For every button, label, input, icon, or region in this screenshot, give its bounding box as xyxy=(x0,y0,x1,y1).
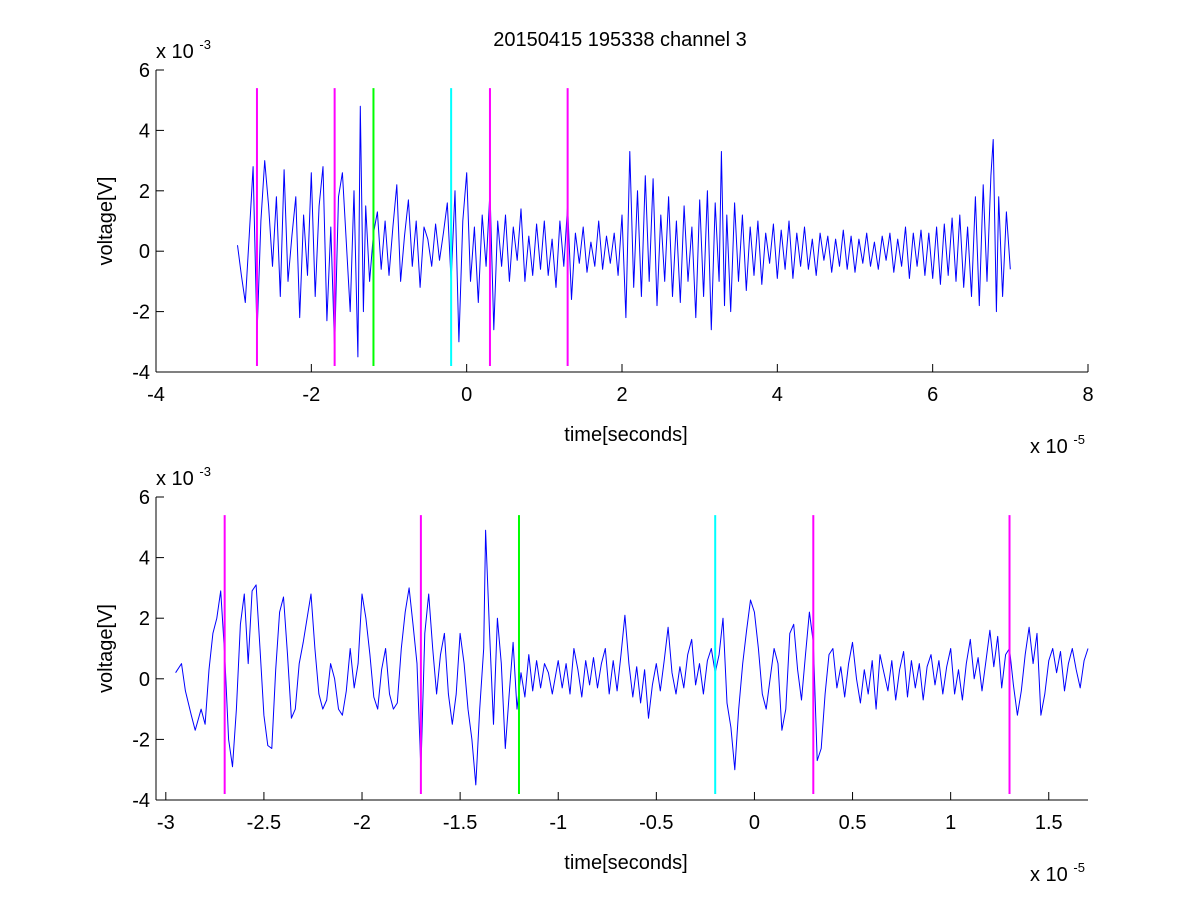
x-tick-label: 2 xyxy=(616,384,627,406)
x-tick-label: -0.5 xyxy=(639,812,673,834)
x-tick-label: -4 xyxy=(147,384,165,406)
x-axis-title: time[seconds] xyxy=(564,424,687,446)
x-tick-label: 1.5 xyxy=(1035,812,1063,834)
y-tick-label: 2 xyxy=(139,608,150,630)
y-tick-label: 0 xyxy=(139,241,150,263)
top-panel: -4 -2 0 2 4 6 8 -4 -2 0 2 4 6 x 10 -3 x 10 -5 time[seco… xyxy=(95,37,1094,458)
y-tick-label: 4 xyxy=(139,120,150,142)
x-tick-label: 0 xyxy=(461,384,472,406)
signal-trace xyxy=(237,105,1011,358)
x-exponent-label: x 10 -5 xyxy=(1030,432,1085,458)
x-tick-label: -3 xyxy=(157,812,175,834)
y-tick-label: -4 xyxy=(132,790,150,812)
y-tick-label: 6 xyxy=(139,487,150,509)
x-tick-label: 4 xyxy=(772,384,783,406)
signal-trace xyxy=(175,529,1089,786)
x-tick-label: -2 xyxy=(302,384,320,406)
x-tick-label: -2 xyxy=(353,812,371,834)
x-axis-title: time[seconds] xyxy=(564,852,687,874)
y-tick-label: 2 xyxy=(139,181,150,203)
x-tick-label: 0 xyxy=(749,812,760,834)
y-tick-label: 0 xyxy=(139,669,150,691)
bottom-panel: -3 -2.5 -2 -1.5 -1 -0.5 0 0.5 1 1.5 -4 -2 0 2 4 6 x 10 -… xyxy=(95,464,1089,886)
y-exponent-label: x 10 -3 xyxy=(156,37,211,63)
x-tick-label: 0.5 xyxy=(839,812,867,834)
x-tick-label: 6 xyxy=(927,384,938,406)
x-tick-label: 8 xyxy=(1082,384,1093,406)
x-exponent-label: x 10 -5 xyxy=(1030,860,1085,886)
y-tick-label: -2 xyxy=(132,302,150,324)
y-exponent-label: x 10 -3 xyxy=(156,464,211,490)
x-tick-label: -1 xyxy=(549,812,567,834)
y-axis-title: voltage[V] xyxy=(95,604,117,693)
y-tick-label: -4 xyxy=(132,362,150,384)
y-tick-label: 6 xyxy=(139,60,150,82)
y-tick-label: 4 xyxy=(139,548,150,570)
y-axis-title: voltage[V] xyxy=(95,177,117,266)
x-tick-label: -2.5 xyxy=(247,812,281,834)
y-tick-label: -2 xyxy=(132,729,150,751)
figure-title: 20150415 195338 channel 3 xyxy=(493,29,747,51)
x-tick-label: 1 xyxy=(945,812,956,834)
x-tick-label: -1.5 xyxy=(443,812,477,834)
